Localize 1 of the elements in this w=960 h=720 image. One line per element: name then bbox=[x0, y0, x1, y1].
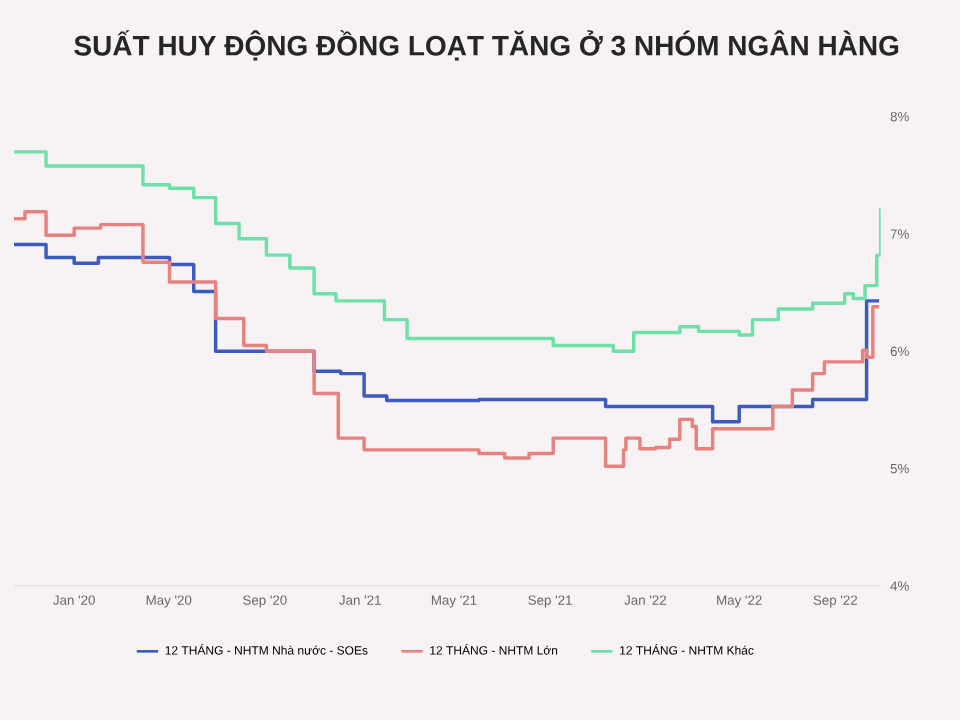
chart-title: SUẤT HUY ĐỘNG ĐỒNG LOẠT TĂNG Ở 3 NHÓM NGÂN HÀNG bbox=[74, 30, 899, 61]
